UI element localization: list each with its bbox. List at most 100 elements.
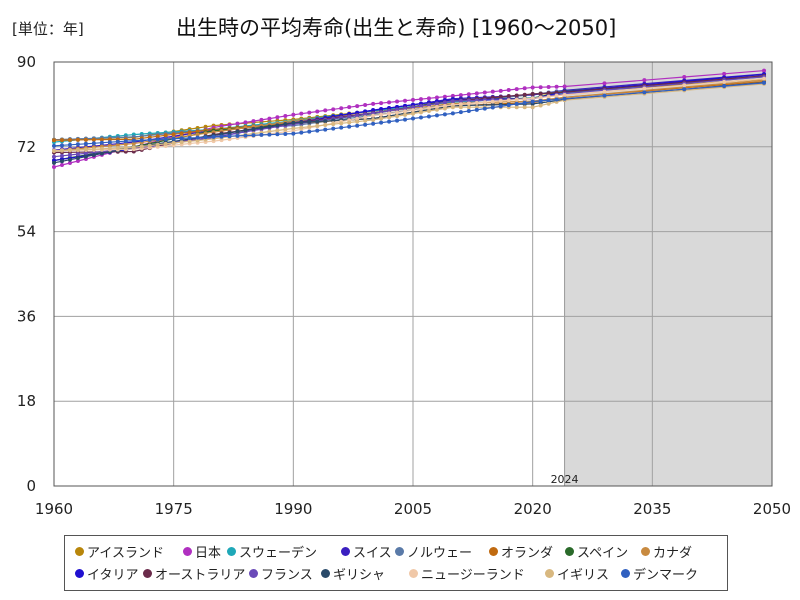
legend-label: ノルウェー: [407, 546, 473, 561]
data-point: [482, 106, 487, 111]
data-point: [195, 135, 200, 140]
data-point: [682, 87, 687, 92]
data-point: [123, 139, 128, 144]
data-point: [379, 116, 384, 121]
data-point: [291, 120, 296, 125]
data-point: [307, 119, 312, 124]
data-point: [466, 105, 471, 110]
data-point: [562, 96, 567, 101]
data-point: [347, 120, 352, 125]
legend-label: スペイン: [577, 546, 629, 561]
data-point: [283, 127, 288, 132]
data-point: [187, 136, 192, 141]
data-point: [411, 111, 415, 116]
data-point: [267, 132, 272, 137]
x-tick-label: 1990: [274, 500, 312, 518]
legend-item: デンマーク: [621, 564, 698, 583]
legend-marker-icon: [143, 569, 152, 578]
data-point: [107, 140, 112, 145]
data-point: [235, 129, 240, 134]
data-point: [323, 119, 328, 124]
x-tick-label: 2005: [394, 500, 432, 518]
data-point: [363, 112, 368, 117]
data-point: [323, 127, 328, 132]
data-point: [59, 159, 64, 164]
data-point: [642, 78, 647, 83]
data-point: [411, 97, 415, 102]
data-point: [259, 125, 264, 130]
data-point: [395, 99, 400, 104]
data-point: [530, 85, 535, 90]
data-point: [546, 98, 551, 103]
data-point: [395, 114, 400, 119]
data-point: [307, 110, 312, 115]
data-point: [275, 132, 280, 137]
data-point: [395, 118, 400, 123]
data-point: [67, 161, 72, 166]
legend-label: 日本: [195, 546, 222, 561]
legend-marker-icon: [227, 547, 236, 556]
data-point: [299, 125, 304, 130]
data-point: [131, 141, 136, 146]
x-tick-label: 1960: [35, 500, 73, 518]
data-point: [67, 152, 72, 157]
data-point: [299, 120, 304, 125]
data-point: [171, 132, 176, 137]
data-point: [251, 133, 256, 138]
forecast-region: [564, 62, 772, 486]
data-point: [363, 103, 368, 108]
legend-marker-icon: [249, 569, 258, 578]
data-point: [450, 93, 455, 98]
data-point: [387, 111, 392, 116]
data-point: [52, 165, 56, 170]
data-point: [514, 101, 519, 106]
data-point: [514, 105, 519, 110]
data-point: [554, 93, 559, 98]
data-point: [163, 141, 168, 146]
data-point: [107, 146, 112, 151]
legend-marker-icon: [75, 569, 84, 578]
data-point: [83, 141, 88, 146]
data-point: [458, 93, 463, 98]
data-point: [395, 107, 400, 112]
data-point: [315, 119, 320, 124]
data-point: [203, 135, 208, 140]
data-point: [83, 147, 88, 152]
x-tick-label: 1975: [155, 500, 193, 518]
data-point: [267, 129, 272, 134]
data-point: [522, 92, 527, 97]
data-point: [315, 128, 320, 133]
legend-label: カナダ: [653, 546, 693, 561]
data-point: [722, 84, 727, 89]
data-point: [498, 88, 503, 93]
data-point: [291, 131, 296, 136]
data-point: [450, 105, 455, 110]
data-point: [546, 84, 551, 89]
data-point: [442, 112, 447, 117]
data-point: [171, 141, 176, 146]
legend-item: フランス: [249, 564, 313, 583]
data-point: [91, 137, 96, 142]
data-point: [722, 79, 727, 84]
series-line: [53, 82, 765, 147]
data-point: [147, 143, 152, 148]
data-point: [139, 138, 144, 143]
data-point: [179, 131, 184, 136]
data-point: [554, 84, 559, 89]
chart-title: 出生時の平均寿命(出生と寿命) [1960〜2050]: [176, 16, 617, 40]
data-point: [395, 110, 400, 115]
legend-label: オランダ: [501, 546, 554, 561]
legend-marker-icon: [621, 569, 630, 578]
legend-item: スウェーデン: [227, 542, 317, 561]
data-point: [522, 100, 527, 105]
data-point: [546, 91, 551, 96]
data-point: [331, 122, 336, 127]
legend-marker-icon: [321, 569, 330, 578]
data-point: [506, 87, 511, 92]
legend-label: アイスランド: [87, 546, 164, 561]
data-point: [347, 114, 352, 119]
data-point: [442, 94, 447, 99]
data-point: [259, 132, 264, 137]
data-point: [426, 106, 431, 111]
data-point: [482, 90, 487, 95]
